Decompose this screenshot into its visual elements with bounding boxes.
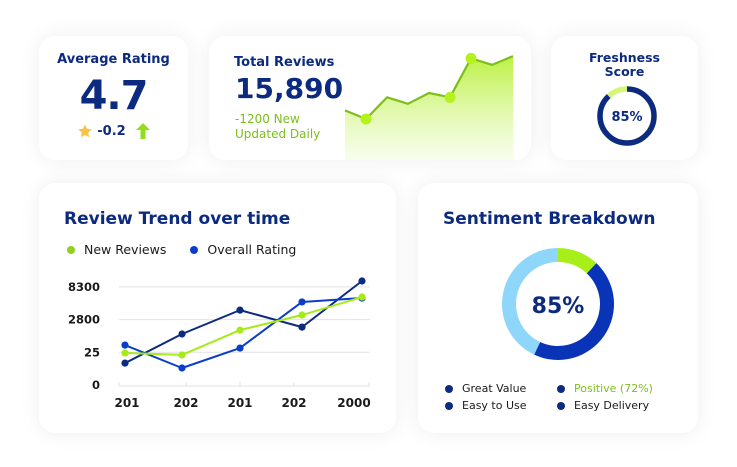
legend-new-reviews: New Reviews xyxy=(67,242,166,257)
review-trend-legend: New Reviews Overall Rating xyxy=(67,242,296,257)
legend-dot xyxy=(557,401,565,410)
y-tick-label: 25 xyxy=(84,345,100,359)
series-point xyxy=(121,359,129,367)
x-tick-label: 2000 xyxy=(337,396,370,410)
freshness-value: 85% xyxy=(611,110,642,125)
series-point xyxy=(358,277,366,285)
sparkline-line xyxy=(344,55,514,121)
freshness-title-line2: Score xyxy=(604,64,645,79)
average-rating-title: Average Rating xyxy=(57,52,170,67)
arrow-up-icon xyxy=(135,123,150,139)
freshness-title-line1: Freshness xyxy=(589,50,660,65)
x-tick-label: 201 xyxy=(227,396,252,410)
series-point xyxy=(298,323,306,331)
legend-label-overall-rating: Overall Rating xyxy=(207,242,297,257)
x-tick-label: 202 xyxy=(173,396,198,410)
donut-segment-positive xyxy=(558,248,597,274)
sentiment-legend-easy-delivery: Easy Delivery xyxy=(557,399,687,412)
review-trend-title: Review Trend over time xyxy=(64,209,291,229)
legend-overall-rating: Overall Rating xyxy=(190,242,296,257)
total-reviews-subtext: -1200 New Updated Daily xyxy=(235,112,320,142)
total-reviews-updated: Updated Daily xyxy=(235,127,321,141)
review-trend-card: Review Trend over time New Reviews Overa… xyxy=(39,183,396,433)
sentiment-center-value: 85% xyxy=(532,294,585,319)
total-reviews-sparkline xyxy=(344,52,514,160)
series-point xyxy=(121,349,129,357)
series-point xyxy=(236,326,244,334)
legend-label: Great Value xyxy=(462,382,527,395)
sparkline-point xyxy=(444,91,456,103)
y-tick-label: 2800 xyxy=(68,313,100,327)
review-trend-chart: 0 25 2800 8300 201 202 201 202 2000 xyxy=(68,277,371,410)
sentiment-title: Sentiment Breakdown xyxy=(443,209,656,229)
average-rating-delta-row: -0.2 xyxy=(39,123,188,139)
x-tick-label: 201 xyxy=(114,396,139,410)
series-point xyxy=(121,341,129,349)
series-line xyxy=(124,280,363,364)
donut-segment-main xyxy=(534,263,614,361)
freshness-ring: 85% xyxy=(597,86,657,146)
sentiment-donut: 85% xyxy=(502,248,614,361)
legend-dot xyxy=(445,384,453,393)
average-rating-value: 4.7 xyxy=(79,73,149,119)
legend-dot-overall-rating xyxy=(190,245,199,254)
sparkline-point xyxy=(360,113,372,125)
freshness-score-card: Freshness Score 85% xyxy=(551,36,698,160)
series-point xyxy=(236,344,244,352)
series-point xyxy=(178,351,186,359)
sentiment-legend: Great Value Positive (72%) Easy to Use E… xyxy=(445,382,687,412)
sparkline-area xyxy=(345,56,513,160)
legend-label: Positive (72%) xyxy=(574,382,653,395)
y-tick-label: 8300 xyxy=(68,280,100,294)
total-reviews-card: Total Reviews 15,890 -1200 New Updated D… xyxy=(209,36,531,160)
total-reviews-value: 15,890 xyxy=(235,72,344,105)
y-tick-label: 0 xyxy=(92,378,100,392)
star-icon xyxy=(78,124,93,138)
sentiment-legend-positive: Positive (72%) xyxy=(557,382,687,395)
legend-label-new-reviews: New Reviews xyxy=(84,242,167,257)
series-point xyxy=(358,293,366,301)
legend-dot xyxy=(445,401,453,410)
legend-dot-new-reviews xyxy=(67,245,75,254)
freshness-title: Freshness Score xyxy=(551,51,698,79)
donut-segment-rest xyxy=(502,248,558,355)
legend-label: Easy to Use xyxy=(462,399,527,412)
sentiment-legend-easy-to-use: Easy to Use xyxy=(445,399,557,412)
series-point xyxy=(236,306,244,314)
sentiment-legend-great-value: Great Value xyxy=(445,382,557,395)
series-point xyxy=(178,330,186,338)
series-point xyxy=(298,298,306,306)
total-reviews-title: Total Reviews xyxy=(234,55,335,70)
series-point xyxy=(298,311,306,319)
legend-dot xyxy=(557,384,565,393)
freshness-ring-fill xyxy=(597,86,657,146)
average-rating-card: Average Rating 4.7 -0.2 xyxy=(39,36,188,160)
sparkline-point xyxy=(465,52,477,64)
total-reviews-new: -1200 New xyxy=(235,112,300,126)
average-rating-delta: -0.2 xyxy=(97,123,126,139)
series-point xyxy=(178,364,186,372)
sentiment-breakdown-card: Sentiment Breakdown 85% Great Value Posi… xyxy=(418,183,698,433)
legend-label: Easy Delivery xyxy=(574,399,650,412)
x-tick-label: 202 xyxy=(281,396,306,410)
